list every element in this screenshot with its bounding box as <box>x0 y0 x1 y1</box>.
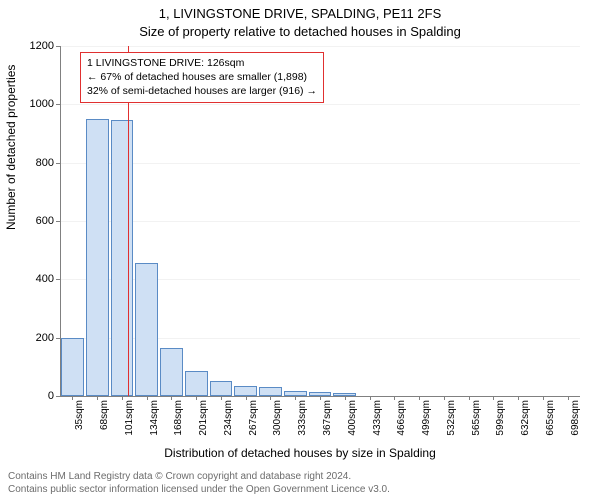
xtick-label: 367sqm <box>322 400 333 450</box>
xtick-label: 565sqm <box>471 400 482 450</box>
annotation-box: 1 LIVINGSTONE DRIVE: 126sqm← 67% of deta… <box>80 52 324 103</box>
ytick-mark <box>56 221 60 222</box>
title-main: 1, LIVINGSTONE DRIVE, SPALDING, PE11 2FS <box>0 6 600 21</box>
xtick-label: 632sqm <box>520 400 531 450</box>
xtick-mark <box>97 396 98 400</box>
footer-line-1: Contains HM Land Registry data © Crown c… <box>8 470 390 483</box>
chart-container: 1, LIVINGSTONE DRIVE, SPALDING, PE11 2FS… <box>0 0 600 500</box>
xtick-label: 35sqm <box>74 400 85 450</box>
histogram-bar <box>185 371 208 396</box>
xtick-label: 68sqm <box>99 400 110 450</box>
histogram-bar <box>86 119 109 396</box>
xtick-label: 300sqm <box>272 400 283 450</box>
xtick-mark <box>518 396 519 400</box>
xtick-mark <box>147 396 148 400</box>
xtick-label: 400sqm <box>347 400 358 450</box>
ytick-mark <box>56 279 60 280</box>
ytick-mark <box>56 338 60 339</box>
ytick-label: 1200 <box>30 40 54 52</box>
xtick-label: 698sqm <box>570 400 581 450</box>
gridline <box>60 221 580 222</box>
ytick-label: 0 <box>48 390 54 402</box>
xtick-mark <box>370 396 371 400</box>
gridline <box>60 163 580 164</box>
xtick-label: 433sqm <box>372 400 383 450</box>
ytick-mark <box>56 104 60 105</box>
ytick-label: 400 <box>36 273 54 285</box>
annotation-line-1: 1 LIVINGSTONE DRIVE: 126sqm <box>87 56 317 70</box>
xtick-mark <box>122 396 123 400</box>
xtick-label: 599sqm <box>495 400 506 450</box>
footer-line-2: Contains public sector information licen… <box>8 483 390 496</box>
xtick-mark <box>444 396 445 400</box>
xtick-label: 665sqm <box>545 400 556 450</box>
xtick-mark <box>345 396 346 400</box>
histogram-bar <box>210 381 233 396</box>
plot-area: 02004006008001000120035sqm68sqm101sqm134… <box>60 46 580 396</box>
gridline <box>60 104 580 105</box>
xtick-mark <box>320 396 321 400</box>
xtick-label: 333sqm <box>297 400 308 450</box>
footer-attribution: Contains HM Land Registry data © Crown c… <box>8 470 390 496</box>
xtick-label: 134sqm <box>149 400 160 450</box>
xtick-label: 168sqm <box>173 400 184 450</box>
histogram-bar <box>61 338 84 396</box>
xtick-label: 201sqm <box>198 400 209 450</box>
ytick-mark <box>56 46 60 47</box>
histogram-bar <box>234 386 257 396</box>
annotation-line-3: 32% of semi-detached houses are larger (… <box>87 84 317 98</box>
y-axis-label: Number of detached properties <box>4 65 18 230</box>
xtick-mark <box>469 396 470 400</box>
histogram-bar <box>111 120 134 396</box>
ytick-mark <box>56 163 60 164</box>
title-sub: Size of property relative to detached ho… <box>0 24 600 39</box>
ytick-mark <box>56 396 60 397</box>
xtick-label: 101sqm <box>124 400 135 450</box>
xtick-mark <box>419 396 420 400</box>
xtick-label: 267sqm <box>248 400 259 450</box>
ytick-label: 600 <box>36 215 54 227</box>
xtick-mark <box>246 396 247 400</box>
xtick-label: 466sqm <box>396 400 407 450</box>
histogram-bar <box>259 387 282 396</box>
xtick-mark <box>568 396 569 400</box>
xtick-label: 499sqm <box>421 400 432 450</box>
y-axis-line <box>60 46 61 396</box>
histogram-bar <box>160 348 183 396</box>
xtick-mark <box>221 396 222 400</box>
xtick-mark <box>543 396 544 400</box>
ytick-label: 1000 <box>30 98 54 110</box>
xtick-label: 532sqm <box>446 400 457 450</box>
annotation-line-2: ← 67% of detached houses are smaller (1,… <box>87 70 317 84</box>
ytick-label: 200 <box>36 332 54 344</box>
ytick-label: 800 <box>36 157 54 169</box>
gridline <box>60 46 580 47</box>
histogram-bar <box>135 263 158 396</box>
xtick-label: 234sqm <box>223 400 234 450</box>
